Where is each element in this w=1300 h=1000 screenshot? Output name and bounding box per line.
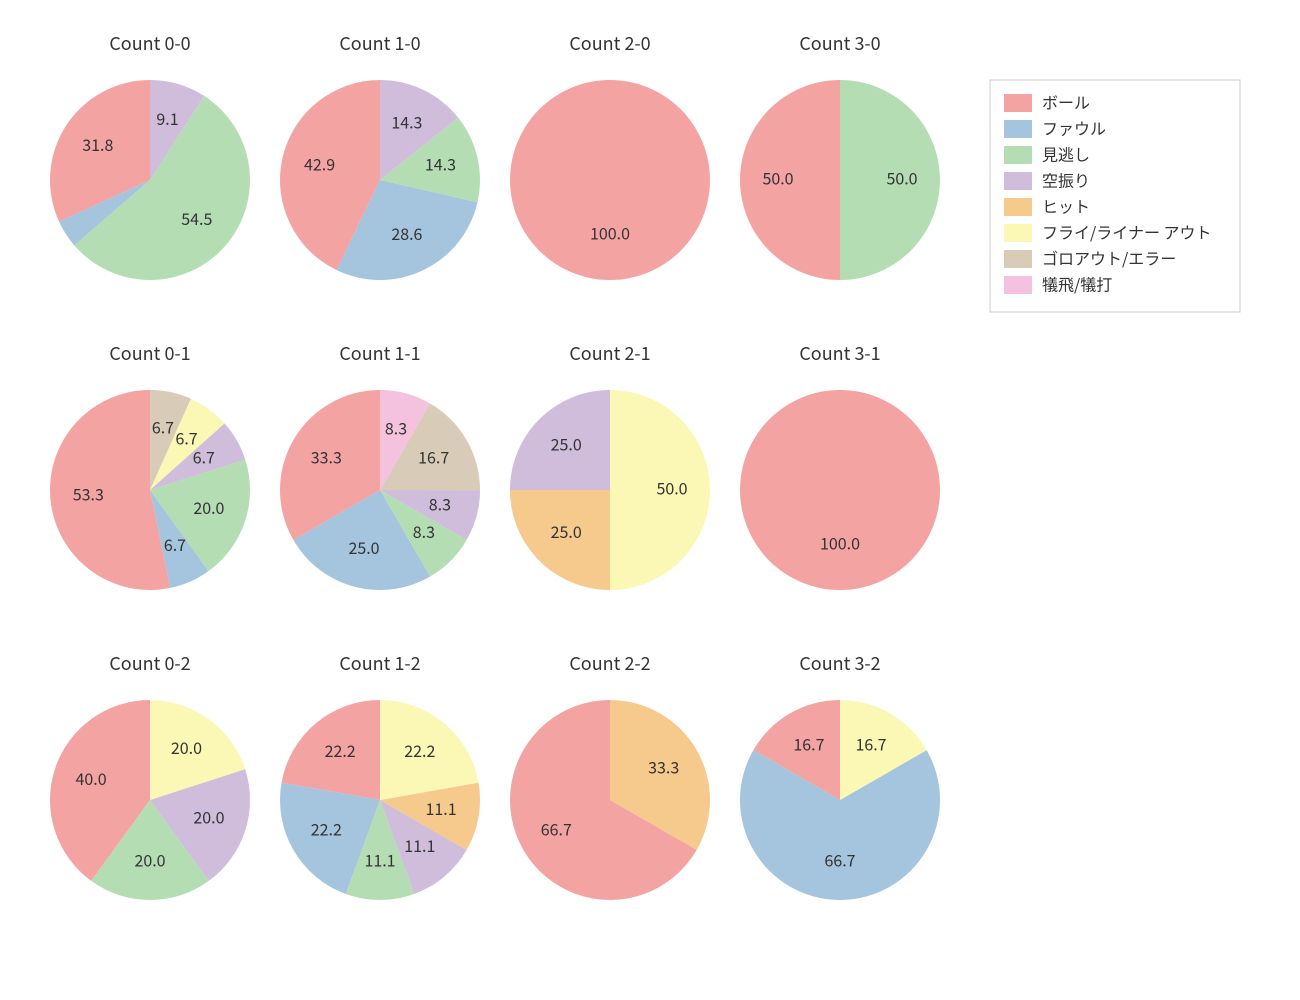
pie-title: Count 3-2 <box>799 650 880 676</box>
legend-swatch <box>1004 94 1032 112</box>
legend-swatch <box>1004 120 1032 138</box>
chart-grid: Count 0-0 31.8 54.5 9.1 Count 1-0 42.9 28.6 14.… <box>0 0 1300 1000</box>
pie-slice-label: 8.3 <box>385 415 407 439</box>
pie-slice-label: 16.7 <box>793 732 824 756</box>
pie-slice-label: 22.2 <box>404 738 435 762</box>
pie-slice-label: 20.0 <box>171 735 202 759</box>
pie-slice-label: 25.0 <box>348 535 379 559</box>
pie-title: Count 1-0 <box>339 30 420 56</box>
pie-slice-label: 28.6 <box>391 221 422 245</box>
pie-slice-label: 100.0 <box>820 530 860 554</box>
pie-slice-label: 22.2 <box>311 816 342 840</box>
pie-slice-label: 25.0 <box>551 519 582 543</box>
pie-slice-label: 9.1 <box>156 106 178 130</box>
pie-slice-label: 42.9 <box>304 152 335 176</box>
legend-label: ゴロアウト/エラー <box>1042 245 1176 269</box>
legend-swatch <box>1004 250 1032 268</box>
pie-title: Count 0-0 <box>109 30 190 56</box>
pie-slice-label: 53.3 <box>73 482 104 506</box>
pie-title: Count 3-0 <box>799 30 880 56</box>
legend-label: 犠飛/犠打 <box>1042 271 1112 295</box>
pie-slice-label: 54.5 <box>181 206 212 230</box>
legend-swatch <box>1004 198 1032 216</box>
pie-title: Count 0-2 <box>109 650 190 676</box>
pie-slice-label: 50.0 <box>656 475 687 499</box>
pie-slice-label: 14.3 <box>425 152 456 176</box>
pie-slice-label: 33.3 <box>311 444 342 468</box>
legend-label: 空振り <box>1042 167 1090 191</box>
pie-slice-label: 20.0 <box>193 495 224 519</box>
pie-slice-label: 20.0 <box>193 805 224 829</box>
pie-slice-label: 66.7 <box>824 847 855 871</box>
pie-title: Count 2-2 <box>569 650 650 676</box>
pie-slice-label: 8.3 <box>429 491 451 515</box>
pie-title: Count 2-1 <box>569 340 650 366</box>
pie-slice-label: 8.3 <box>413 519 435 543</box>
legend-label: 見逃し <box>1042 141 1090 165</box>
pie-slice <box>510 80 710 280</box>
pie-slice-label: 25.0 <box>551 432 582 456</box>
pie-slice-label: 50.0 <box>762 165 793 189</box>
pie-slice-label: 11.1 <box>404 833 435 857</box>
pie-slice-label: 100.0 <box>590 220 630 244</box>
pie-title: Count 1-2 <box>339 650 420 676</box>
pie-slice-label: 14.3 <box>391 109 422 133</box>
legend-label: ヒット <box>1042 193 1090 217</box>
pie-slice-label: 6.7 <box>164 532 186 556</box>
pie-grid-svg: Count 0-0 31.8 54.5 9.1 Count 1-0 42.9 28.6 14.… <box>0 0 1300 1000</box>
pie-slice-label: 31.8 <box>82 132 113 156</box>
pie-slice-label: 66.7 <box>541 816 572 840</box>
pie-slice-label: 50.0 <box>886 165 917 189</box>
pie-slice <box>740 390 940 590</box>
legend-swatch <box>1004 276 1032 294</box>
pie-title: Count 0-1 <box>109 340 190 366</box>
pie-slice-label: 11.1 <box>426 796 457 820</box>
pie-slice-label: 16.7 <box>855 732 886 756</box>
pie-slice-label: 6.7 <box>152 415 174 439</box>
pie-slice-label: 6.7 <box>175 425 197 449</box>
pie-slice-label: 16.7 <box>418 444 449 468</box>
pie-slice-label: 22.2 <box>325 738 356 762</box>
pie-slice-label: 20.0 <box>134 847 165 871</box>
legend-label: ボール <box>1042 89 1090 113</box>
legend-swatch <box>1004 172 1032 190</box>
legend-swatch <box>1004 224 1032 242</box>
pie-slice-label: 11.1 <box>364 847 395 871</box>
legend: ボールファウル見逃し空振りヒットフライ/ライナー アウトゴロアウト/エラー犠飛/… <box>990 80 1240 312</box>
legend-label: ファウル <box>1042 115 1106 139</box>
pie-slice-label: 40.0 <box>75 766 106 790</box>
pie-slice-label: 33.3 <box>648 754 679 778</box>
legend-label: フライ/ライナー アウト <box>1042 219 1212 243</box>
legend-swatch <box>1004 146 1032 164</box>
pie-title: Count 1-1 <box>339 340 420 366</box>
pie-title: Count 2-0 <box>569 30 650 56</box>
pie-title: Count 3-1 <box>799 340 880 366</box>
